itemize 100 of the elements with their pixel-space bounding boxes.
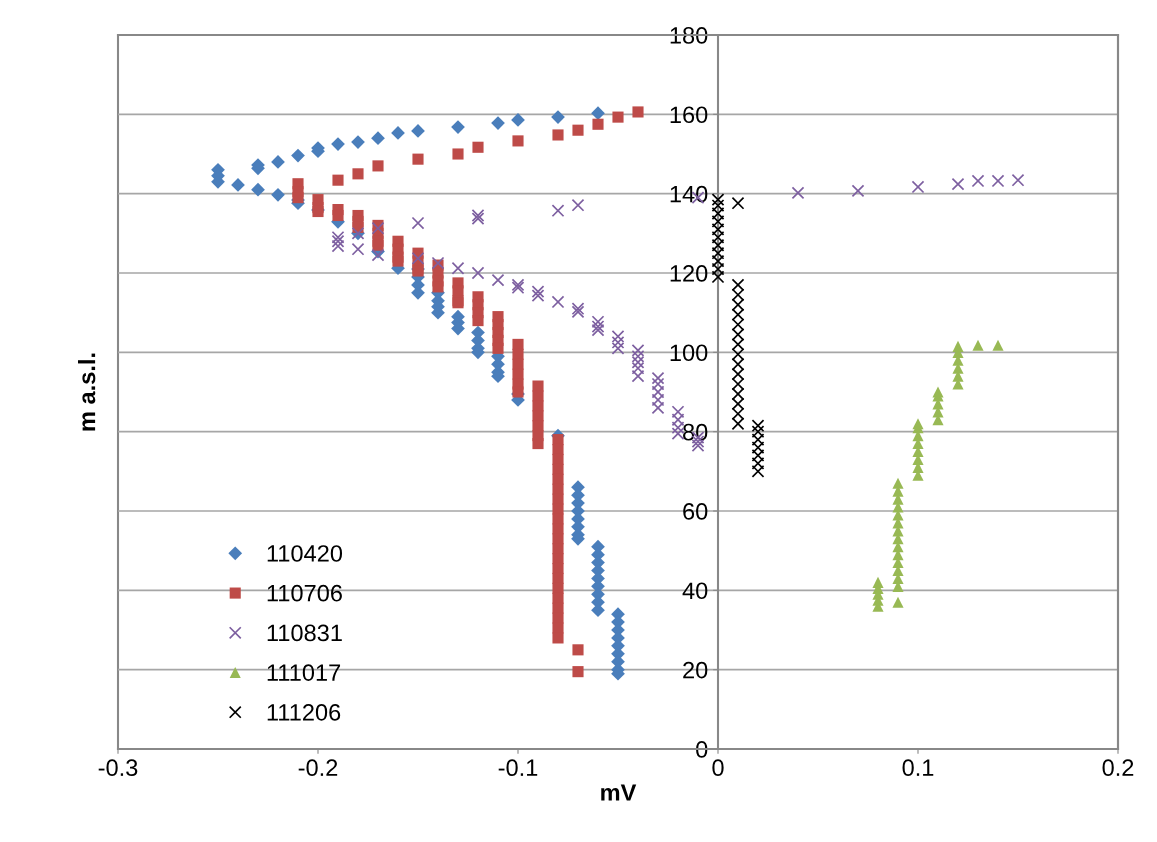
point [471, 209, 485, 222]
y-tick-label: 160 [670, 106, 708, 124]
point [751, 441, 765, 454]
point [731, 367, 745, 381]
point [711, 199, 725, 212]
point [751, 425, 765, 439]
point [711, 222, 725, 236]
point [351, 242, 365, 256]
legend-label: 110706 [267, 584, 342, 602]
y-tick-label: 100 [670, 344, 708, 362]
legend-label: 111017 [267, 664, 341, 681]
point [972, 339, 984, 351]
point [631, 349, 645, 363]
point [751, 464, 765, 478]
x-tick-label: -0.1 [498, 759, 538, 777]
point [331, 239, 345, 253]
point [731, 318, 745, 331]
point [911, 180, 925, 194]
point [371, 221, 385, 235]
y-tick-label: 80 [683, 423, 708, 441]
point [731, 407, 745, 421]
point [591, 315, 605, 329]
point [951, 177, 965, 191]
point [711, 270, 725, 284]
point [731, 308, 745, 322]
point [651, 371, 665, 385]
point [971, 174, 985, 188]
point [651, 393, 665, 407]
point [751, 433, 765, 446]
point [651, 385, 665, 399]
point [892, 596, 904, 608]
legend-label: 110831 [267, 624, 342, 642]
point [471, 266, 485, 280]
point [711, 207, 725, 220]
point [451, 261, 465, 275]
point [331, 234, 345, 248]
y-tick-label: 140 [670, 185, 708, 203]
point [912, 418, 924, 430]
point [371, 248, 385, 262]
point [851, 184, 865, 198]
y-axis-title: m a.s.l. [77, 353, 96, 431]
point [991, 174, 1005, 188]
point [631, 361, 645, 375]
point [1011, 173, 1025, 187]
point [531, 285, 545, 299]
y-tick-label: 40 [682, 582, 708, 600]
point [671, 413, 685, 427]
point [551, 295, 565, 309]
point [671, 405, 685, 419]
point [471, 212, 485, 226]
point [952, 340, 964, 352]
y-tick-label: 60 [683, 503, 708, 520]
point [731, 377, 745, 391]
point [731, 328, 745, 341]
point [932, 386, 944, 398]
point [731, 298, 745, 312]
point [791, 186, 805, 200]
point [651, 401, 665, 415]
point [751, 449, 765, 462]
point [872, 576, 884, 588]
point [591, 323, 605, 337]
point [491, 273, 505, 287]
point [711, 262, 725, 276]
legend-label: 110420 [267, 545, 343, 562]
point [651, 377, 665, 391]
point [551, 204, 565, 218]
point [571, 198, 585, 212]
x-tick-label: -0.3 [98, 759, 138, 777]
point [411, 216, 425, 230]
point [711, 230, 725, 244]
point [992, 339, 1004, 351]
x-axis-title: mV [601, 784, 637, 801]
point [411, 251, 425, 265]
x-tick-label: 0.1 [902, 759, 934, 777]
point [731, 397, 745, 411]
y-tick-label: 20 [683, 661, 708, 679]
point [731, 417, 745, 431]
point [731, 196, 745, 210]
point [751, 419, 765, 433]
point [892, 477, 904, 489]
point [591, 320, 605, 333]
point [711, 246, 725, 260]
point [611, 330, 625, 343]
x-tick-label: -0.2 [298, 759, 338, 777]
x-tick-label: 0.2 [1102, 759, 1134, 777]
point [751, 457, 765, 470]
point [331, 230, 345, 244]
point [631, 355, 645, 369]
point [731, 278, 745, 292]
point [531, 289, 545, 303]
point [611, 336, 625, 349]
point [731, 338, 745, 351]
point [631, 343, 645, 357]
point [711, 238, 725, 252]
point [731, 288, 745, 302]
point [711, 254, 725, 268]
point [631, 369, 645, 383]
point [711, 215, 725, 228]
point [731, 347, 745, 361]
point [611, 341, 625, 355]
